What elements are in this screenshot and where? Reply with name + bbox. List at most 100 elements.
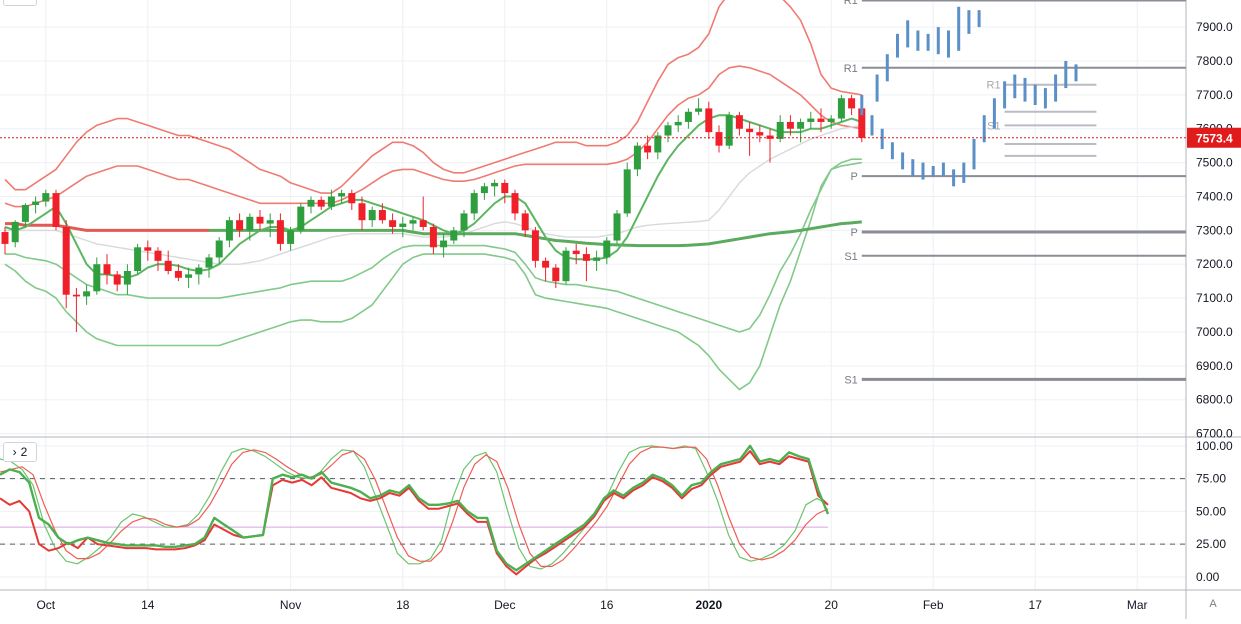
candle-body-36 xyxy=(368,210,376,221)
candle-body-2 xyxy=(21,204,29,222)
time-axis-tick-9: 17 xyxy=(1029,598,1043,612)
time-axis-tick-6: 2020 xyxy=(695,598,722,612)
bollinger-inner-upper xyxy=(4,65,862,208)
osc-axis-tick-2: 50.00 xyxy=(1196,504,1226,518)
candle-body-56 xyxy=(572,250,580,255)
candle-body-60 xyxy=(613,213,621,241)
candle-body-24 xyxy=(246,216,254,231)
candle-body-31 xyxy=(317,199,325,207)
candle-body-5 xyxy=(52,193,60,227)
pivot-level-label-0: R1 xyxy=(844,0,858,7)
candle-body-62 xyxy=(633,145,641,170)
candle-body-18 xyxy=(185,274,193,278)
bollinger-outer-upper xyxy=(4,0,862,194)
candle-body-81 xyxy=(827,118,835,122)
candle-body-82 xyxy=(837,98,845,119)
last-price-label: 7573.4 xyxy=(1196,132,1233,146)
slow-ma-red-segment xyxy=(5,222,209,232)
price-axis-tick-2: 7700.0 xyxy=(1196,88,1233,102)
candle-body-79 xyxy=(807,118,815,122)
pivot-level-label-8: P xyxy=(850,227,857,239)
candle-body-13 xyxy=(134,247,142,272)
time-axis-tick-5: 16 xyxy=(600,598,614,612)
candle-body-23 xyxy=(236,220,244,231)
candle-body-65 xyxy=(664,125,672,136)
candle-body-80 xyxy=(817,118,825,122)
candle-body-49 xyxy=(501,182,509,194)
candle-body-30 xyxy=(307,199,315,207)
candle-body-34 xyxy=(348,193,356,204)
candle-body-8 xyxy=(83,291,91,297)
candle-body-63 xyxy=(644,145,652,153)
stoch-k-line xyxy=(0,445,829,570)
price-axis-tick-1: 7800.0 xyxy=(1196,54,1233,68)
auto-scale-button[interactable]: A xyxy=(1209,598,1217,610)
candle-body-77 xyxy=(786,121,794,129)
candle-body-45 xyxy=(460,213,468,231)
candle-body-21 xyxy=(215,240,223,258)
candle-body-39 xyxy=(399,223,407,227)
candle-body-44 xyxy=(450,230,458,241)
price-axis-tick-10: 6900.0 xyxy=(1196,359,1233,373)
candle-body-40 xyxy=(409,220,417,224)
time-axis-tick-3: 18 xyxy=(396,598,410,612)
oscillator-legend-toggle[interactable]: › 2 xyxy=(3,442,37,462)
time-axis-tick-8: Feb xyxy=(923,598,944,612)
candle-body-46 xyxy=(470,193,478,214)
candle-body-14 xyxy=(144,247,152,251)
candle-body-35 xyxy=(358,203,366,221)
candle-body-52 xyxy=(531,230,539,261)
candle-body-12 xyxy=(123,271,131,285)
oscillator-badge-label: 2 xyxy=(20,445,28,459)
candle-body-76 xyxy=(776,121,784,139)
candle-body-53 xyxy=(542,260,550,268)
price-axis-tick-11: 6800.0 xyxy=(1196,393,1233,407)
candle-body-41 xyxy=(419,220,427,227)
candle-body-55 xyxy=(562,250,570,282)
candle-body-58 xyxy=(593,257,601,261)
price-axis-tick-6: 7300.0 xyxy=(1196,223,1233,237)
time-axis-tick-0: Oct xyxy=(36,598,55,612)
osc-axis-tick-3: 25.00 xyxy=(1196,537,1226,551)
candle-body-37 xyxy=(378,210,386,221)
osc-axis-tick-4: 0.00 xyxy=(1196,570,1220,584)
pivot-level-label-7: P xyxy=(850,171,857,183)
price-axis-tick-8: 7100.0 xyxy=(1196,291,1233,305)
candle-body-11 xyxy=(113,274,121,285)
pivot-level-label-2: R1 xyxy=(987,80,1001,92)
candle-body-83 xyxy=(848,98,856,109)
last-price-badge xyxy=(1187,127,1241,148)
candle-body-4 xyxy=(42,193,50,202)
candle-body-0 xyxy=(1,232,9,244)
candle-body-51 xyxy=(521,213,529,231)
candle-body-67 xyxy=(684,111,692,122)
candle-body-16 xyxy=(164,260,172,272)
time-axis-tick-7: 20 xyxy=(825,598,839,612)
pivot-level-label-10: S1 xyxy=(844,374,857,386)
candle-body-22 xyxy=(225,220,233,241)
candle-body-61 xyxy=(623,169,631,214)
time-axis-tick-2: Nov xyxy=(280,598,301,612)
price-axis-tick-4: 7500.0 xyxy=(1196,156,1233,170)
bollinger-outer-lower xyxy=(4,158,862,391)
candle-body-59 xyxy=(603,240,611,258)
candle-body-38 xyxy=(389,220,397,227)
candle-body-26 xyxy=(266,220,274,224)
osc-axis-tick-1: 75.00 xyxy=(1196,472,1226,486)
candle-body-75 xyxy=(766,135,774,139)
price-axis-tick-5: 7400.0 xyxy=(1196,189,1233,203)
candle-body-29 xyxy=(297,206,305,231)
candle-body-6 xyxy=(62,226,70,295)
candle-body-73 xyxy=(746,128,754,133)
candle-body-71 xyxy=(725,115,733,146)
candle-body-74 xyxy=(756,132,764,136)
main-pane-legend-toggle[interactable] xyxy=(3,0,37,6)
candle-body-32 xyxy=(327,196,335,207)
candle-body-68 xyxy=(695,108,703,112)
price-axis-tick-9: 7000.0 xyxy=(1196,325,1233,339)
osc-series-green xyxy=(0,444,830,572)
candle-body-28 xyxy=(287,230,295,244)
osc-series-red xyxy=(0,450,829,576)
